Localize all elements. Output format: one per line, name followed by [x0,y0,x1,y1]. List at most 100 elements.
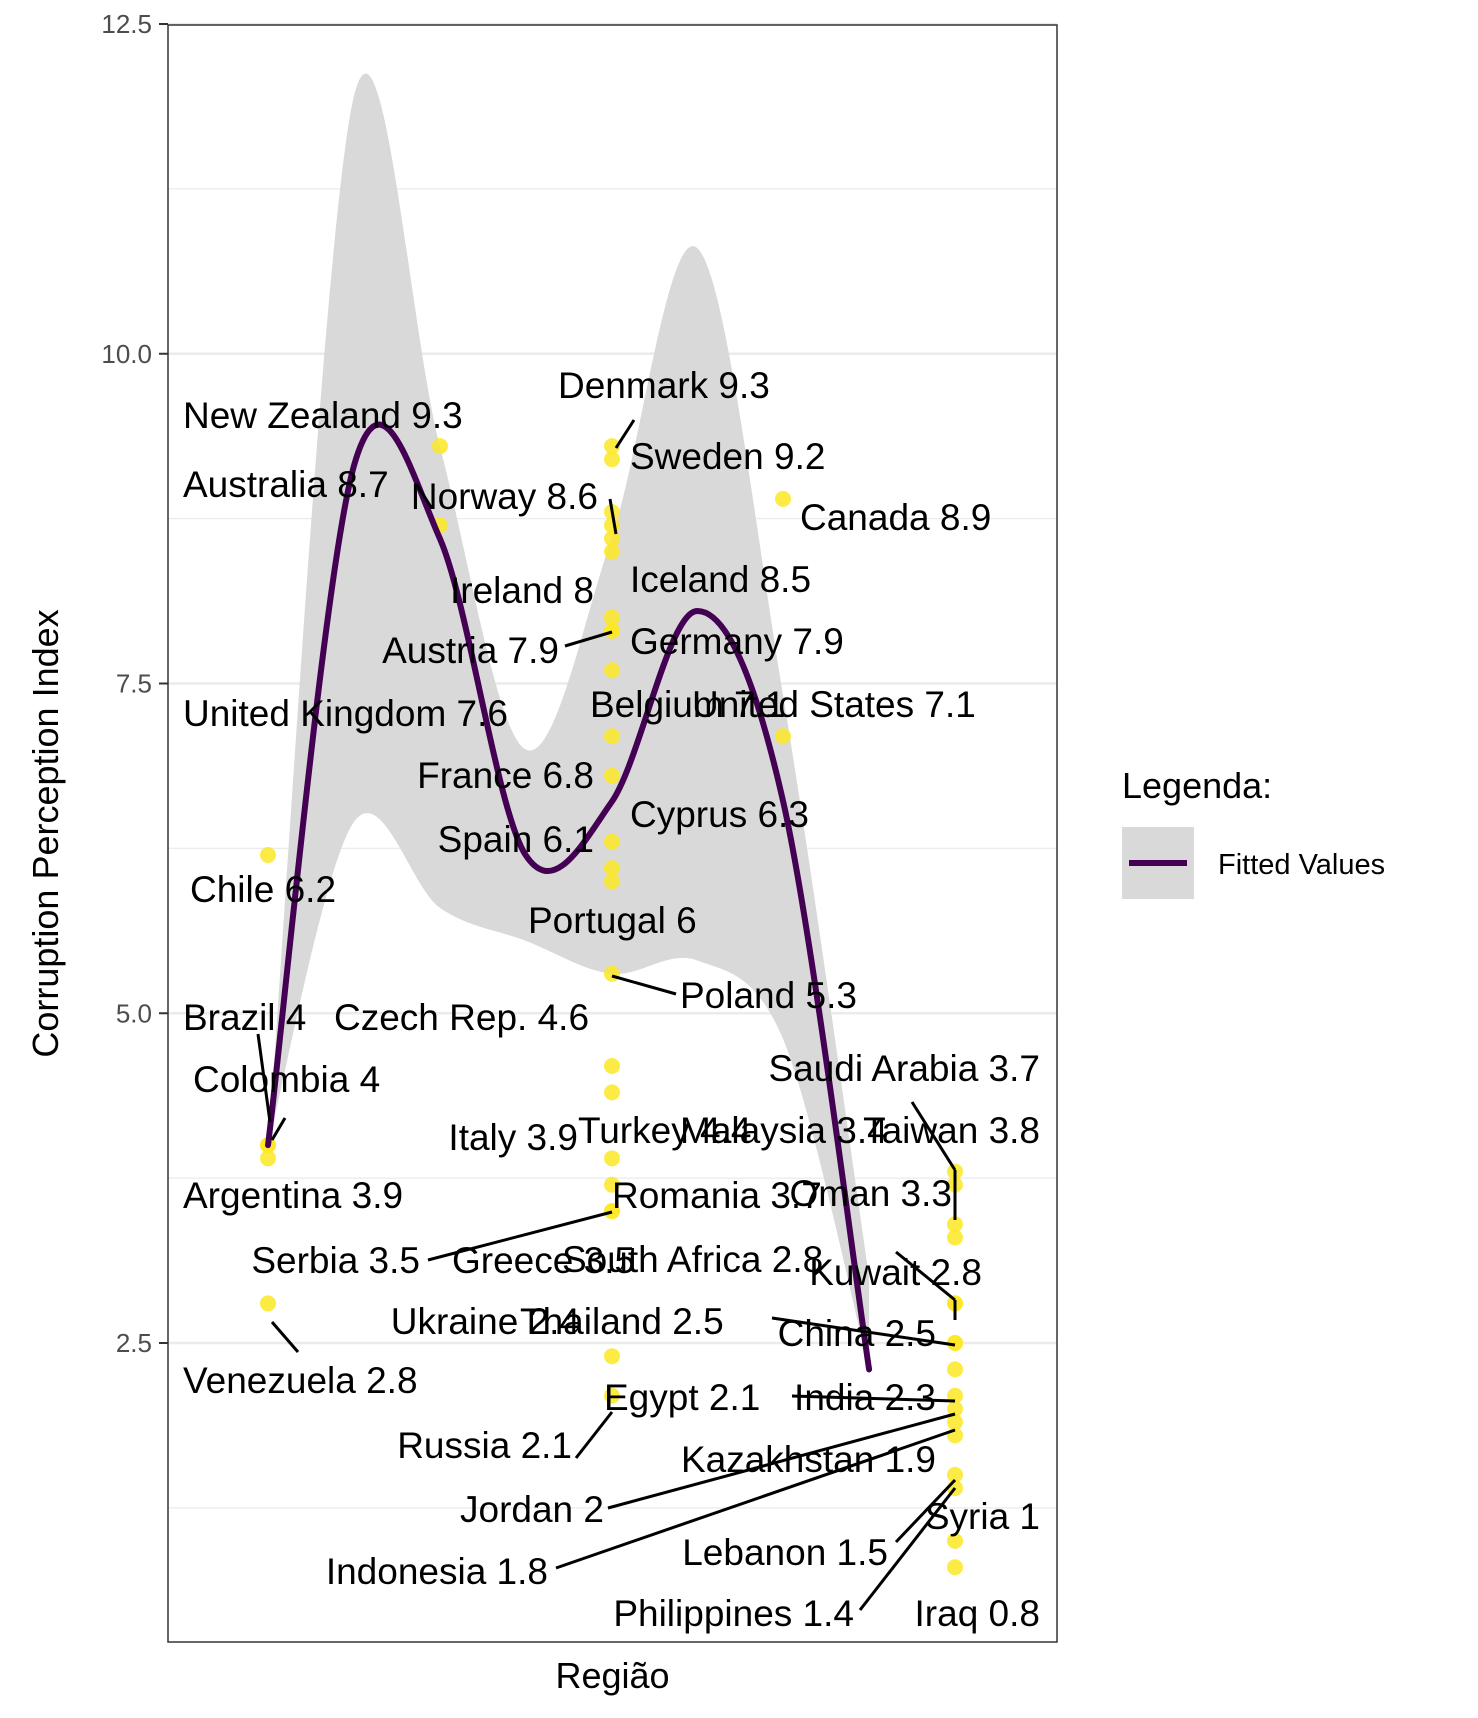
data-point [604,451,620,468]
point-label: Denmark 9.3 [558,365,770,406]
point-label: Russia 2.1 [397,1425,572,1466]
point-label: Taiwan 3.8 [863,1110,1040,1151]
point-label: Venezuela 2.8 [183,1360,418,1401]
data-point [604,833,620,850]
data-point [947,1216,963,1233]
point-label: Spain 6.1 [438,819,594,860]
x-axis-title: Região [555,1655,669,1696]
point-label: New Zealand 9.3 [183,395,463,436]
label-leader-line [771,1316,956,1347]
label-leader-line [574,1411,614,1459]
point-label: Norway 8.6 [411,476,598,517]
point-label: India 2.3 [794,1377,936,1418]
point-label: Ireland 8 [450,570,594,611]
point-label: Philippines 1.4 [613,1593,854,1634]
fitted-line [265,421,873,1373]
point-label: Jordan 2 [460,1489,604,1530]
point-label: Kuwait 2.8 [809,1252,982,1293]
point-label: Chile 6.2 [190,869,336,910]
label-leader-line [270,1117,287,1141]
point-label: Cyprus 6.3 [630,794,809,835]
point-label: Sweden 9.2 [630,436,825,477]
point-label: South Africa 2.8 [562,1239,823,1280]
label-leader-line [895,1250,956,1302]
point-label: Iceland 8.5 [630,559,811,600]
label-leader-line [555,1428,956,1570]
data-point [604,543,620,560]
data-point [947,1466,963,1483]
label-leader-line [910,1101,957,1171]
point-label: Kazakhstan 1.9 [681,1439,936,1480]
label-leader-lines [256,419,957,1611]
label-leader-line [894,1478,957,1544]
point-label: Brazil 4 [183,997,306,1038]
panel-border [167,24,1058,1643]
label-leader-line [858,1487,957,1611]
point-label: Poland 5.3 [680,975,857,1016]
point-label: United Kingdom 7.6 [183,693,508,734]
y-tick-label: 7.5 [116,669,152,699]
label-leader-line [564,630,613,648]
data-point [604,767,620,784]
confidence-ribbon-area [268,73,870,1370]
data-point [604,1084,620,1101]
point-label: China 2.5 [778,1313,936,1354]
label-leader-line [270,1321,300,1353]
data-point [947,1559,963,1576]
data-point [947,1414,963,1431]
point-label: Indonesia 1.8 [326,1551,548,1592]
point-label: Turkey 4.4 [578,1110,751,1151]
label-leader-line [791,1394,956,1403]
point-label: Australia 8.7 [183,464,389,505]
data-point [604,1176,620,1193]
data-point [604,530,620,547]
point-labels: Chile 6.2 Brazil 4 Colombia 4 Argentina 3.9… [183,365,1040,1634]
y-tick-label: 10.0 [101,339,152,369]
point-label: Ukraine 2.4 [391,1301,580,1342]
point-label: Belgium 7.1 [590,684,785,725]
data-points [260,438,963,1576]
point-label: Austria 7.9 [382,630,559,671]
data-point [604,438,620,455]
point-label: Czech Rep. 4.6 [334,997,589,1038]
point-label: Egypt 2.1 [604,1377,760,1418]
legend: Legenda: Fitted Values [1122,765,1385,899]
data-point [775,490,791,507]
point-label: Greece 3.5 [452,1240,635,1281]
data-point [947,1335,963,1351]
label-leader-line [608,498,618,535]
data-point [604,1058,620,1075]
data-point [947,1229,963,1246]
data-point [947,1427,963,1444]
data-point [604,873,620,890]
label-leader-line [607,1412,956,1510]
point-label: Portugal 6 [528,900,697,941]
point-label: Serbia 3.5 [251,1240,420,1281]
point-label: Canada 8.9 [800,497,991,538]
label-leader-line [427,1210,613,1262]
data-point [604,965,620,982]
legend-title: Legenda: [1122,765,1272,806]
data-point [604,1387,620,1404]
point-label: Saudi Arabia 3.7 [768,1048,1040,1089]
point-label: Germany 7.9 [630,621,844,662]
fitted-line-layer [265,421,873,1373]
legend-entry-fitted-values: Fitted Values [1218,849,1385,881]
data-point [604,622,620,639]
point-label: Malaysia 3.4 [680,1110,888,1151]
point-label: Argentina 3.9 [183,1175,403,1216]
point-label: Romania 3.7 [612,1175,822,1216]
data-point [260,1295,276,1312]
y-tick-label: 5.0 [116,998,152,1028]
label-leader-line [611,974,677,996]
data-point [604,609,620,626]
y-tick-label: 2.5 [116,1328,152,1358]
confidence-ribbon [268,73,870,1370]
data-point [260,846,276,863]
data-point [604,728,620,745]
data-point [604,662,620,679]
label-leader-line [614,419,636,449]
label-leader-line [256,1033,272,1123]
data-point [260,1150,276,1167]
